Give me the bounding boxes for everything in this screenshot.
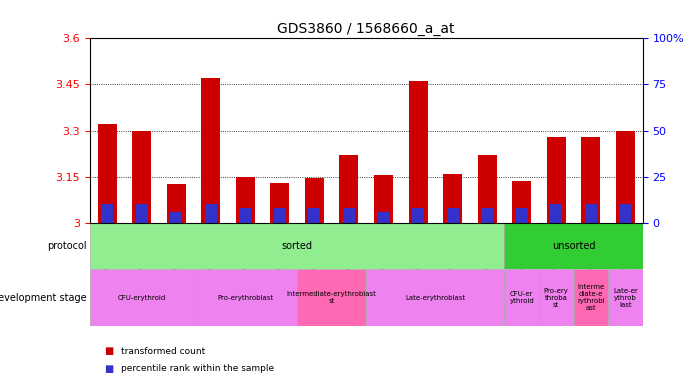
Text: Pro-ery
throba
st: Pro-ery throba st — [544, 288, 569, 308]
Text: CFU-er
ythroid: CFU-er ythroid — [509, 291, 534, 304]
Text: GSM559700: GSM559700 — [482, 223, 492, 269]
Bar — [377, 212, 390, 223]
Bar — [339, 155, 359, 223]
Bar — [274, 208, 286, 223]
Bar — [374, 175, 393, 223]
Text: GSM559694: GSM559694 — [275, 223, 285, 269]
Bar — [408, 81, 428, 223]
Text: GSM559689: GSM559689 — [102, 223, 112, 269]
Bar — [512, 181, 531, 223]
Title: GDS3860 / 1568660_a_at: GDS3860 / 1568660_a_at — [278, 22, 455, 36]
Bar — [539, 269, 574, 326]
Text: GSM559697: GSM559697 — [379, 223, 388, 269]
Text: GSM559691: GSM559691 — [171, 223, 181, 269]
Text: GSM559692: GSM559692 — [206, 223, 216, 269]
Bar — [343, 208, 355, 223]
Bar — [101, 204, 113, 223]
Bar — [305, 178, 324, 223]
Bar — [504, 223, 643, 269]
Text: Pro-erythroblast: Pro-erythroblast — [217, 295, 274, 301]
Text: transformed count: transformed count — [121, 347, 205, 356]
Bar — [205, 204, 217, 223]
Text: GSM559699: GSM559699 — [448, 223, 457, 269]
Text: Late-erythroblast: Late-erythroblast — [405, 295, 466, 301]
Bar — [547, 137, 566, 223]
Bar — [135, 204, 148, 223]
Text: ■: ■ — [104, 346, 113, 356]
Bar — [412, 208, 424, 223]
Bar — [201, 78, 220, 223]
Text: GSM559696: GSM559696 — [344, 223, 354, 269]
Bar — [167, 184, 186, 223]
Bar — [515, 208, 528, 223]
Bar — [132, 131, 151, 223]
Bar — [270, 183, 290, 223]
Text: GSM559703: GSM559703 — [586, 223, 596, 269]
Text: sorted: sorted — [282, 241, 312, 251]
Text: GSM559690: GSM559690 — [137, 223, 146, 269]
Text: GSM559698: GSM559698 — [413, 223, 423, 269]
Text: GSM559695: GSM559695 — [310, 223, 319, 269]
Text: protocol: protocol — [47, 241, 86, 251]
Bar — [477, 155, 497, 223]
Bar — [481, 208, 493, 223]
Text: Late-er
ythrob
last: Late-er ythrob last — [613, 288, 638, 308]
Text: CFU-erythroid: CFU-erythroid — [117, 295, 166, 301]
Text: unsorted: unsorted — [552, 241, 595, 251]
Bar — [90, 269, 193, 326]
Text: GSM559701: GSM559701 — [517, 223, 527, 269]
Bar — [550, 204, 562, 223]
Bar — [366, 269, 504, 326]
Bar — [239, 208, 252, 223]
Bar — [90, 223, 504, 269]
Text: GSM559702: GSM559702 — [551, 223, 561, 269]
Bar — [236, 177, 255, 223]
Bar — [504, 269, 539, 326]
Bar — [581, 137, 600, 223]
Text: percentile rank within the sample: percentile rank within the sample — [121, 364, 274, 373]
Text: development stage: development stage — [0, 293, 86, 303]
Bar — [297, 269, 366, 326]
Text: ■: ■ — [104, 364, 113, 374]
Bar — [443, 174, 462, 223]
Bar — [170, 212, 182, 223]
Bar — [574, 269, 608, 326]
Bar — [616, 131, 635, 223]
Text: Intermediate-erythroblast
st: Intermediate-erythroblast st — [287, 291, 377, 304]
Bar — [308, 208, 321, 223]
Text: GSM559704: GSM559704 — [621, 223, 630, 269]
Bar — [585, 204, 597, 223]
Bar — [97, 124, 117, 223]
Text: Interme
diate-e
rythrobl
ast: Interme diate-e rythrobl ast — [577, 284, 605, 311]
Text: GSM559693: GSM559693 — [240, 223, 250, 269]
Bar — [608, 269, 643, 326]
Bar — [193, 269, 297, 326]
Bar — [446, 208, 459, 223]
Bar — [619, 204, 632, 223]
